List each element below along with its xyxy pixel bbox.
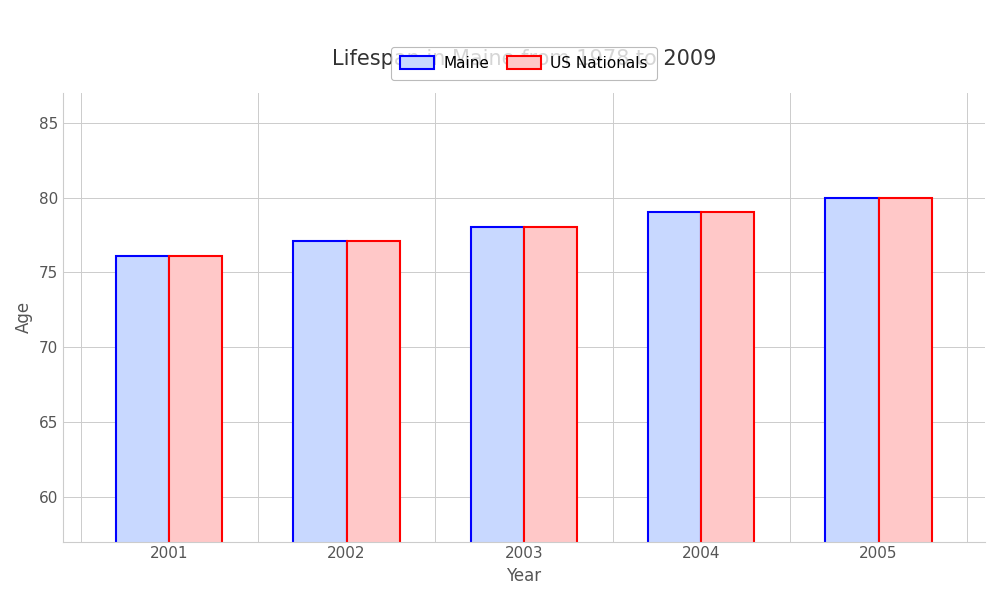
Bar (825, 197, 879, 600)
Bar (116, 256, 169, 600)
X-axis label: Year: Year (506, 567, 541, 585)
Bar (879, 197, 932, 600)
Bar (347, 241, 400, 600)
Title: Lifespan in Maine from 1978 to 2009: Lifespan in Maine from 1978 to 2009 (332, 49, 716, 69)
Bar (524, 227, 577, 600)
Bar (293, 241, 347, 600)
Legend: Maine, US Nationals: Maine, US Nationals (391, 47, 657, 80)
Bar (648, 212, 701, 600)
Bar (701, 212, 754, 600)
Y-axis label: Age: Age (15, 301, 33, 333)
Bar (471, 227, 524, 600)
Bar (169, 256, 222, 600)
